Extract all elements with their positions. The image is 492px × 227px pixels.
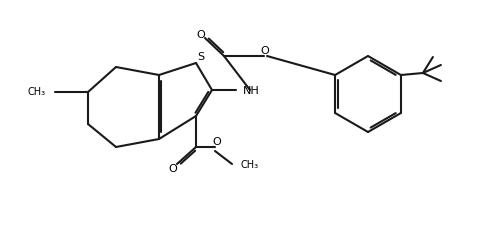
Text: O: O [169, 163, 178, 173]
Text: S: S [197, 52, 205, 62]
Text: CH₃: CH₃ [28, 87, 46, 96]
Text: NH: NH [243, 86, 260, 96]
Text: CH₃: CH₃ [240, 159, 258, 169]
Text: O: O [261, 46, 270, 56]
Text: O: O [197, 30, 205, 40]
Text: O: O [213, 136, 221, 146]
